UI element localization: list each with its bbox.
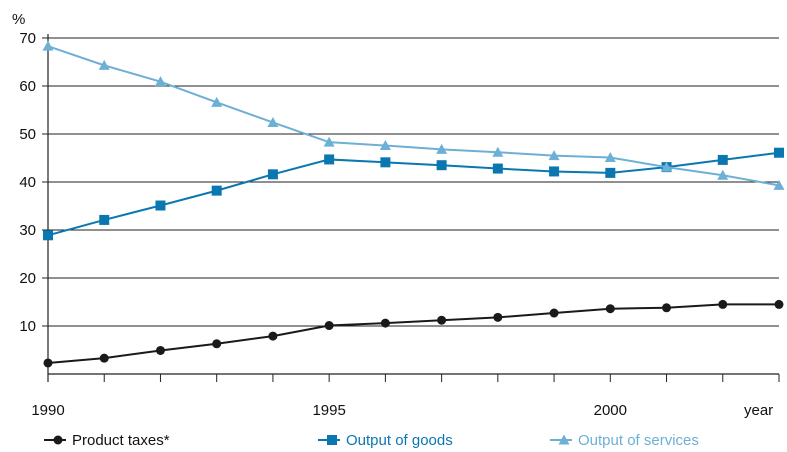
data-point [549,308,559,318]
series-line [47,45,780,187]
x-axis: 1990 1995 2000 [31,34,780,419]
data-point [492,146,504,157]
data-point [211,185,222,196]
y-tick-label: 10 [19,318,36,335]
series-1 [43,147,784,241]
data-point [717,169,729,180]
data-point [268,331,278,341]
legend: Product taxes* Output of goods Output of s… [44,432,699,449]
data-point [436,143,448,154]
x-tick-label: 2000 [594,402,627,419]
legend-label: Product taxes* [72,432,170,449]
data-point [43,358,53,368]
data-point [155,200,166,211]
grid-lines [42,37,779,327]
x-tick-label: 1990 [31,402,64,419]
data-point [437,315,447,325]
data-point [661,161,673,172]
data-point [548,150,560,161]
legend-marker [53,435,63,445]
legend-item-2: Output of services [550,432,699,449]
data-point [380,157,391,168]
data-point [492,163,503,174]
legend-label: Output of goods [346,432,453,449]
data-point [717,154,728,165]
series-line [47,151,780,237]
y-tick-label: 40 [19,174,36,191]
legend-label: Output of services [578,432,699,449]
series-line [47,303,779,364]
data-point [99,353,109,363]
legend-item-1: Output of goods [318,432,453,449]
data-point [549,166,560,177]
data-point [267,169,278,180]
data-point [493,312,503,322]
x-tick-label: 1995 [312,402,345,419]
series-lines [42,40,785,368]
y-tick-label: 20 [19,270,36,287]
y-axis-unit: % [12,11,25,28]
data-point [324,154,335,165]
data-point [662,303,672,313]
legend-marker [327,435,337,445]
data-point [605,167,616,178]
data-point [774,299,784,309]
data-point [212,339,222,349]
data-point [155,345,165,355]
data-point [379,140,391,151]
series-2 [42,40,785,190]
data-point [380,318,390,328]
y-axis-ticks: 10 20 30 40 50 60 70 [19,30,36,335]
data-point [718,299,728,309]
x-axis-label: year [744,402,773,419]
data-point [43,230,53,241]
y-tick-label: 50 [19,126,36,143]
series-0 [43,299,784,368]
data-point [773,179,785,190]
data-point [605,304,615,314]
data-point [211,96,223,107]
data-point [99,214,110,225]
y-tick-label: 30 [19,222,36,239]
y-tick-label: 70 [19,30,36,47]
legend-marker [558,434,570,445]
data-point [604,152,616,163]
data-point [774,147,784,158]
data-point [42,40,54,51]
data-point [154,76,166,87]
data-point [324,321,334,331]
data-point [267,116,279,127]
legend-item-0: Product taxes* [44,432,170,449]
y-tick-label: 60 [19,78,36,95]
data-point [98,59,110,70]
data-point [323,136,335,147]
data-point [436,160,447,171]
